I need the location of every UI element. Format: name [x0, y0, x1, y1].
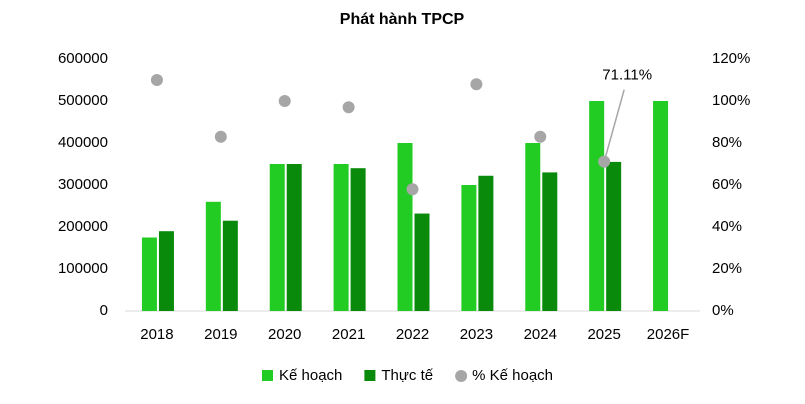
y-tick-label: 300000 — [58, 176, 108, 193]
legend-label: Kế hoạch — [279, 367, 342, 384]
y2-tick-label: 60% — [712, 176, 742, 193]
bar — [269, 164, 285, 311]
y-tick-label: 500000 — [58, 92, 108, 109]
bar — [158, 231, 174, 311]
x-tick-label: 2020 — [268, 326, 301, 343]
legend-label: Thực tế — [381, 367, 433, 384]
y2-tick-label: 80% — [712, 134, 742, 151]
y-tick-label: 600000 — [58, 50, 108, 67]
y2-tick-label: 100% — [712, 92, 750, 109]
bar — [589, 101, 605, 311]
legend-label: % Kế hoạch — [472, 367, 553, 384]
legend-marker — [455, 370, 468, 382]
y-tick-label: 200000 — [58, 218, 108, 235]
x-tick-label: 2024 — [524, 326, 557, 343]
x-tick-label: 2023 — [460, 326, 493, 343]
chart-title: Phát hành TPCP — [340, 11, 465, 28]
bar — [141, 237, 157, 311]
y2-tick-label: 20% — [712, 260, 742, 277]
y2-tick-label: 120% — [712, 50, 750, 67]
dot — [150, 74, 163, 86]
legend-marker — [364, 370, 376, 381]
bar — [606, 161, 622, 311]
bar — [397, 143, 413, 311]
bar — [653, 101, 669, 311]
data-label: 71.11% — [602, 67, 652, 84]
bar — [350, 168, 366, 311]
bar — [222, 220, 238, 311]
bar — [333, 164, 349, 311]
label-leader — [603, 89, 625, 162]
bar — [525, 143, 541, 311]
x-tick-label: 2021 — [332, 326, 365, 343]
dot — [534, 130, 547, 143]
dot — [470, 78, 483, 91]
y2-tick-label: 0% — [712, 302, 734, 319]
bar — [461, 185, 477, 311]
bar — [478, 175, 494, 311]
y-tick-label: 0 — [100, 302, 108, 319]
dot — [342, 101, 355, 114]
y2-tick-label: 40% — [712, 218, 742, 235]
y-tick-label: 100000 — [58, 260, 108, 277]
x-tick-label: 2026F — [647, 326, 690, 343]
x-tick-label: 2025 — [587, 326, 620, 343]
dot — [406, 183, 419, 196]
legend-marker — [262, 370, 273, 381]
x-tick-label: 2019 — [204, 326, 237, 343]
bar — [542, 172, 558, 311]
dot — [214, 130, 227, 143]
bar — [286, 164, 302, 311]
x-tick-label: 2018 — [140, 326, 173, 343]
bar — [205, 201, 221, 311]
dot — [278, 95, 291, 107]
bar — [414, 213, 430, 311]
x-tick-label: 2022 — [396, 326, 429, 343]
y-tick-label: 400000 — [58, 134, 108, 151]
